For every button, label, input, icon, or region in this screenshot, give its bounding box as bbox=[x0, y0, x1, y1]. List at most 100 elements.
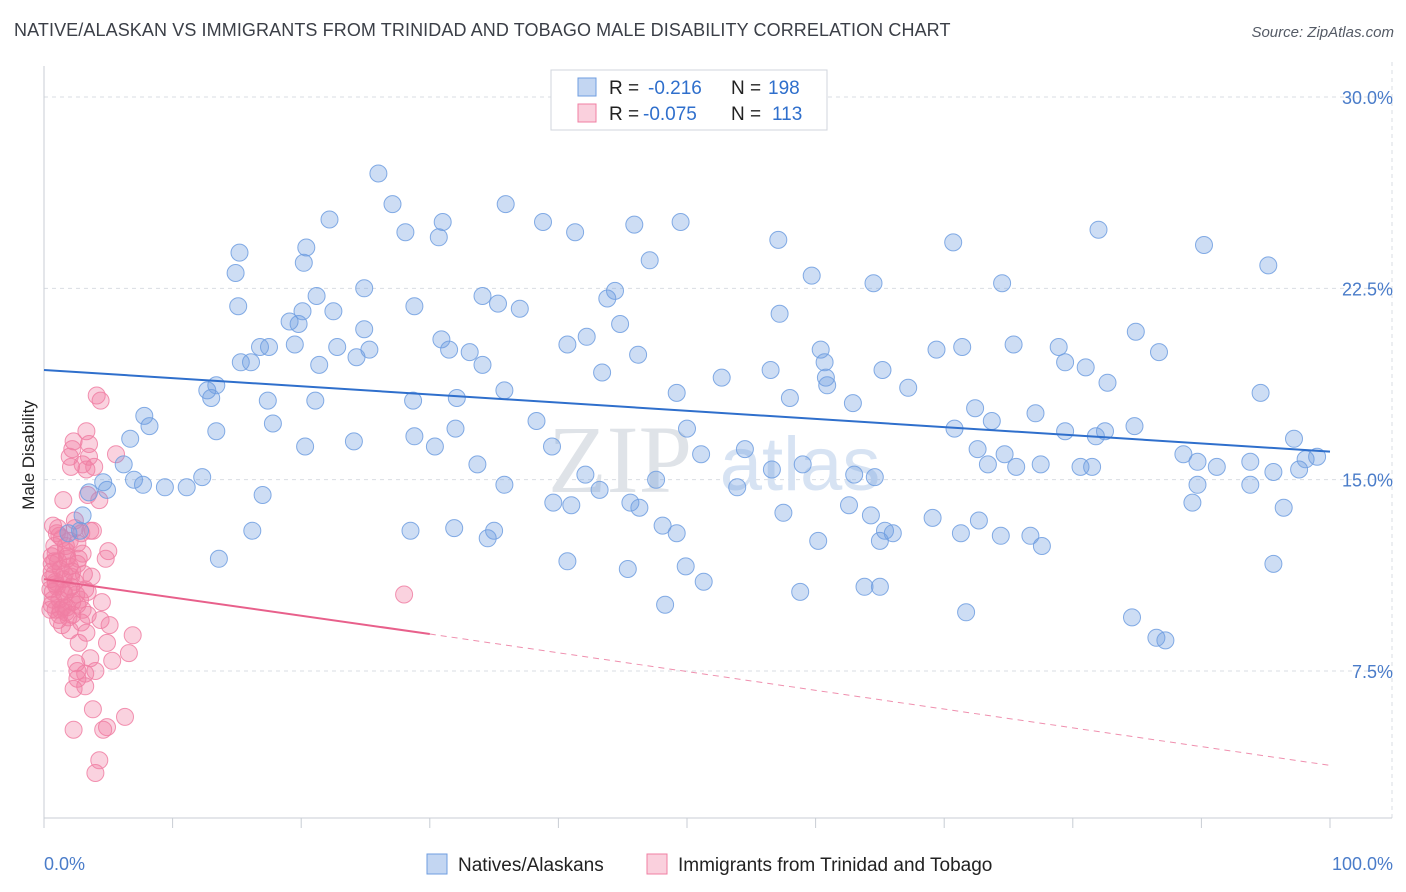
natives-point bbox=[640, 251, 659, 270]
trinidad-point bbox=[119, 644, 138, 663]
natives-point bbox=[899, 378, 918, 397]
natives-point bbox=[125, 470, 143, 489]
natives-point bbox=[496, 195, 515, 214]
natives-point bbox=[678, 419, 696, 438]
natives-point bbox=[1147, 628, 1166, 647]
legend-r-value-natives: -0.216 bbox=[648, 78, 702, 99]
natives-point bbox=[793, 455, 812, 474]
natives-point bbox=[230, 243, 249, 262]
natives-point bbox=[1098, 373, 1117, 392]
trinidad-point bbox=[91, 391, 110, 410]
natives-point bbox=[98, 480, 116, 499]
trinidad-point bbox=[107, 445, 125, 464]
y-tick-label: 22.5% bbox=[1342, 279, 1393, 299]
natives-point bbox=[1123, 608, 1141, 627]
natives-point bbox=[527, 412, 546, 430]
legend-n-value-trinidad: 113 bbox=[772, 104, 802, 125]
natives-point bbox=[534, 213, 552, 231]
natives-point bbox=[864, 274, 883, 293]
natives-point bbox=[818, 376, 837, 395]
trinidad-point bbox=[56, 542, 75, 561]
series-trinidad-points bbox=[41, 386, 414, 782]
natives-point bbox=[121, 429, 140, 448]
legend-n-value-natives: 198 bbox=[768, 78, 800, 99]
natives-point bbox=[320, 210, 339, 229]
natives-point bbox=[712, 368, 731, 387]
natives-point bbox=[993, 274, 1012, 293]
natives-point bbox=[630, 498, 649, 517]
natives-point bbox=[285, 335, 304, 354]
natives-point bbox=[593, 363, 612, 382]
natives-point bbox=[598, 289, 617, 308]
trinidad-point bbox=[54, 491, 73, 510]
trinidad-point bbox=[123, 626, 142, 645]
legend-r-label-natives: R = bbox=[609, 78, 639, 99]
trinidad-point bbox=[46, 600, 65, 619]
natives-point bbox=[544, 493, 563, 512]
trinidad-point bbox=[83, 521, 102, 540]
natives-point bbox=[1174, 445, 1193, 464]
natives-point bbox=[865, 468, 884, 487]
natives-point bbox=[1183, 493, 1202, 512]
legend-swatch-trinidad bbox=[577, 103, 597, 123]
trinidad-point bbox=[41, 580, 60, 599]
trinidad-point bbox=[76, 664, 95, 683]
trinidad-point bbox=[58, 549, 77, 568]
natives-point bbox=[923, 508, 942, 527]
natives-point bbox=[1126, 322, 1145, 341]
natives-point bbox=[447, 389, 466, 407]
natives-point bbox=[1150, 343, 1168, 362]
natives-point bbox=[969, 511, 988, 530]
natives-point bbox=[558, 552, 577, 571]
natives-point bbox=[1125, 417, 1144, 436]
trinidad-point bbox=[64, 720, 83, 739]
natives-point bbox=[543, 437, 561, 456]
natives-point bbox=[968, 440, 987, 459]
trinidad-point bbox=[86, 662, 105, 680]
trinidad-point bbox=[67, 654, 86, 673]
natives-point bbox=[1188, 452, 1207, 471]
trinidad-point bbox=[83, 700, 102, 719]
trinidad-point bbox=[77, 623, 96, 642]
natives-point bbox=[653, 516, 672, 535]
natives-point bbox=[310, 355, 329, 374]
natives-point bbox=[1259, 256, 1278, 275]
natives-point bbox=[1285, 429, 1303, 448]
natives-point bbox=[344, 432, 363, 451]
natives-point bbox=[446, 419, 465, 438]
y-axis-label: Male Disability bbox=[19, 400, 38, 510]
natives-point bbox=[429, 228, 448, 247]
natives-point bbox=[667, 383, 686, 402]
natives-point bbox=[1083, 457, 1102, 476]
trend-lines bbox=[43, 368, 1331, 766]
natives-point bbox=[134, 475, 152, 494]
legend-n-label-trinidad: N = bbox=[731, 104, 761, 125]
natives-point bbox=[995, 445, 1014, 464]
bottom-legend-label-natives: Natives/Alaskans bbox=[458, 855, 604, 876]
natives-point bbox=[769, 230, 788, 249]
natives-point bbox=[1290, 460, 1309, 479]
natives-point bbox=[656, 595, 675, 614]
natives-point bbox=[1096, 422, 1114, 441]
natives-point bbox=[1188, 475, 1207, 494]
natives-point bbox=[193, 468, 212, 487]
natives-point bbox=[405, 427, 424, 446]
natives-point bbox=[978, 455, 997, 474]
natives-point bbox=[253, 486, 272, 504]
natives-point bbox=[324, 302, 343, 321]
natives-point bbox=[780, 389, 799, 407]
trinidad-point bbox=[92, 593, 111, 612]
natives-point bbox=[478, 529, 497, 548]
watermark: ZIP atlas bbox=[548, 406, 880, 513]
natives-point bbox=[242, 353, 260, 372]
natives-point bbox=[229, 297, 248, 316]
natives-point bbox=[611, 315, 630, 333]
natives-point bbox=[647, 470, 666, 489]
trend-line-trinidad bbox=[43, 578, 430, 635]
natives-point bbox=[226, 264, 245, 282]
natives-point bbox=[735, 440, 754, 459]
natives-point bbox=[873, 361, 892, 379]
natives-point bbox=[1251, 383, 1270, 402]
trinidad-point bbox=[90, 491, 109, 510]
